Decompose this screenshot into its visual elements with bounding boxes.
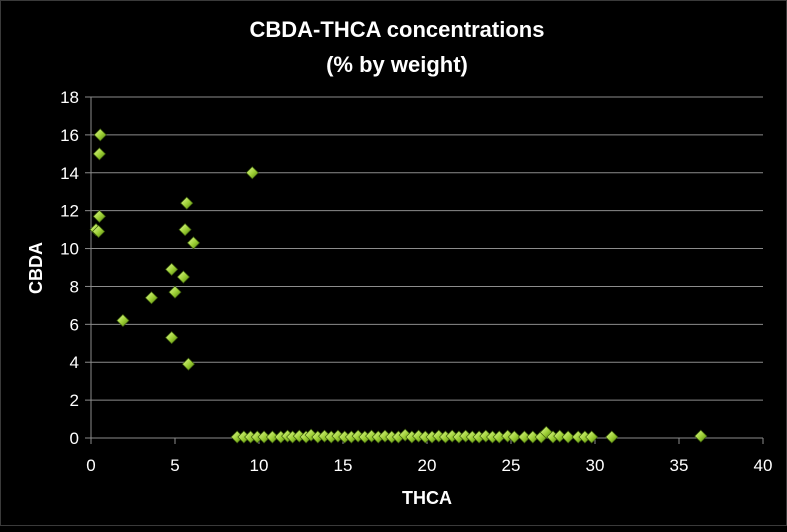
y-tick-label: 12 xyxy=(60,202,79,221)
data-point xyxy=(245,166,259,180)
data-point xyxy=(144,291,158,305)
x-tick-label: 15 xyxy=(334,456,353,475)
y-tick-label: 18 xyxy=(60,88,79,107)
chart-title-line1: CBDA-THCA concentrations xyxy=(250,17,545,42)
x-tick-label: 40 xyxy=(754,456,773,475)
data-point xyxy=(92,147,106,161)
data-point xyxy=(165,331,179,345)
y-tick-label: 4 xyxy=(70,353,79,372)
axes xyxy=(85,96,764,444)
data-point xyxy=(92,225,106,239)
y-tick-label: 10 xyxy=(60,240,79,259)
data-point xyxy=(181,357,195,371)
data-point xyxy=(507,430,521,444)
data-point xyxy=(585,430,599,444)
data-points xyxy=(89,128,708,444)
data-point xyxy=(178,223,192,237)
x-tick-label: 25 xyxy=(502,456,521,475)
data-point xyxy=(186,236,200,250)
gridlines xyxy=(91,96,763,401)
data-point xyxy=(92,209,106,223)
data-point xyxy=(116,314,130,328)
x-tick-label: 10 xyxy=(250,456,269,475)
y-tick-label: 8 xyxy=(70,277,79,296)
data-point xyxy=(93,128,107,142)
data-point xyxy=(553,429,567,443)
chart-title-line2: (% by weight) xyxy=(326,52,468,77)
data-point xyxy=(165,262,179,276)
x-tick-label: 0 xyxy=(86,456,95,475)
tick-labels: 0 2 4 6 8 10 12 14 16 18 0 5 10 15 20 25 30 35 40 xyxy=(60,88,772,475)
y-tick-label: 16 xyxy=(60,126,79,145)
y-tick-label: 2 xyxy=(70,391,79,410)
data-point xyxy=(605,430,619,444)
data-point xyxy=(180,196,194,210)
y-tick-label: 6 xyxy=(70,315,79,334)
x-tick-label: 35 xyxy=(670,456,689,475)
data-point xyxy=(561,430,575,444)
data-point xyxy=(176,270,190,284)
y-axis-label: CBDA xyxy=(26,242,46,294)
data-point xyxy=(168,285,182,299)
x-tick-label: 30 xyxy=(586,456,605,475)
y-tick-label: 14 xyxy=(60,164,79,183)
x-tick-label: 5 xyxy=(170,456,179,475)
y-tick-label: 0 xyxy=(70,429,79,448)
x-axis-label: THCA xyxy=(402,488,452,508)
x-tick-label: 20 xyxy=(418,456,437,475)
data-point xyxy=(694,429,708,443)
